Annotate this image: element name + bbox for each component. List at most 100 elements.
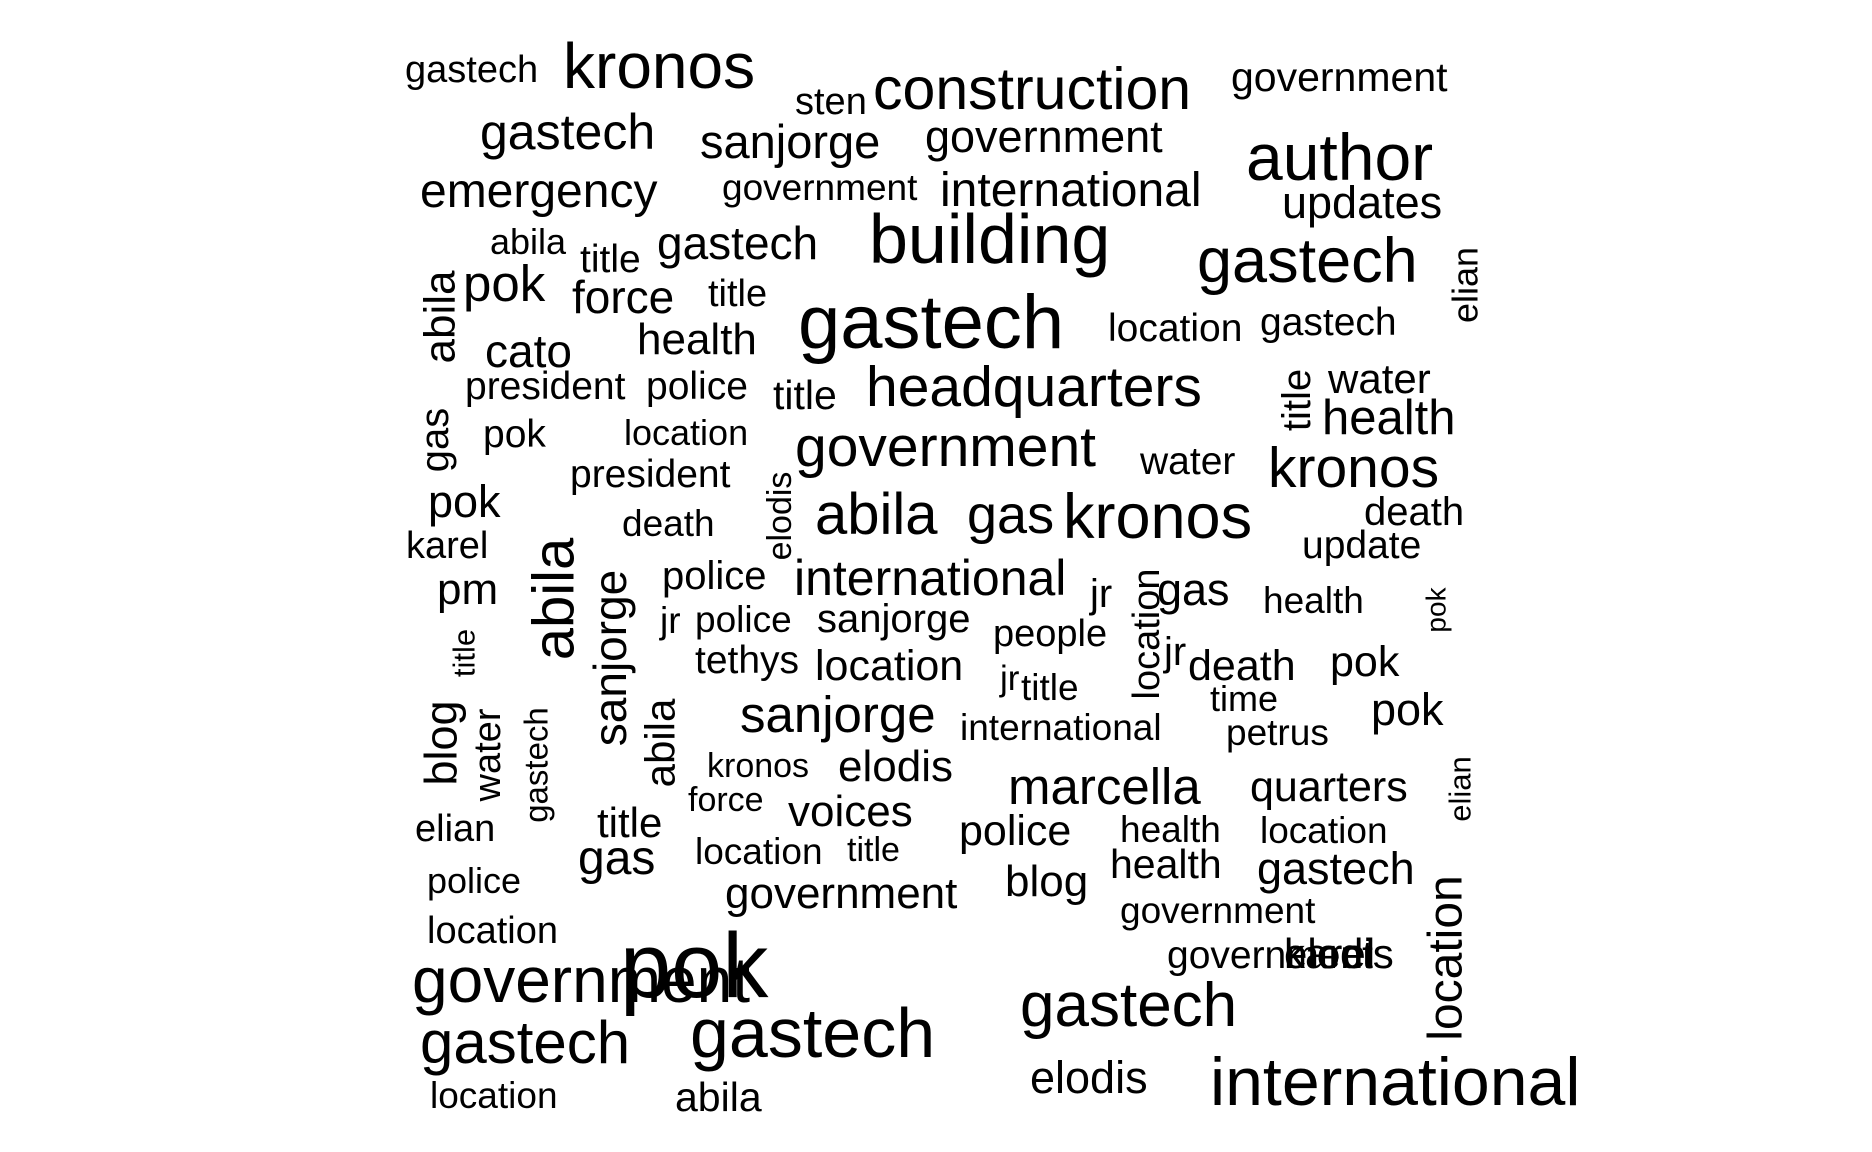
word-elian-93: elian [415,808,495,850]
word-gastech-111: gastech [420,1009,630,1076]
word-marcella-85: marcella [1008,758,1201,815]
word-elian-18: elian [1445,247,1486,323]
word-updates-12: updates [1282,177,1442,228]
word-sanjorge-58: sanjorge [584,570,636,746]
word-title-30: title [773,372,837,418]
word-pok-43: pok [428,476,501,527]
word-gastech-78: gastech [518,707,555,823]
word-health-91: health [1120,809,1221,850]
word-emergency-9: emergency [420,165,657,218]
word-people-62: people [993,613,1107,655]
word-update-51: update [1302,524,1421,567]
word-water-33: water [1327,355,1431,402]
word-water-77: water [467,708,509,802]
word-location-105: location [427,910,558,952]
word-tethys-66: tethys [695,639,799,682]
word-blog-97: blog [1005,857,1088,906]
word-government-107: government [1167,934,1373,977]
word-title-72: title [1021,667,1079,708]
word-headquarters-31: headquarters [866,355,1202,419]
word-location-94: location [695,831,823,872]
word-kronos-1: kronos [563,30,755,102]
word-health-98: health [1110,841,1222,887]
word-kronos-42: kronos [1268,436,1439,500]
word-gas-56: gas [1157,564,1230,615]
word-gastech-25: gastech [1260,301,1397,344]
word-death-70: death [1188,642,1296,690]
word-location-67: location [815,642,963,690]
word-abila-19: abila [416,270,465,363]
word-police-60: police [695,599,792,640]
word-sten-2: sten [795,81,867,123]
word-gastech-15: gastech [657,217,818,269]
word-police-100: police [427,860,521,901]
word-gastech-110: gastech [1020,971,1237,1040]
word-gastech-0: gastech [405,49,538,91]
word-elodis-108: elodis [1284,930,1394,977]
word-gas-34: gas [413,408,457,473]
word-gastech-17: gastech [1197,226,1418,296]
word-sanjorge-6: sanjorge [700,115,880,168]
word-government-39: government [795,415,1096,479]
word-health-27: health [637,315,757,364]
word-time-74: time [1210,678,1278,719]
word-president-41: president [570,453,731,496]
word-government-10: government [722,167,918,208]
word-jr-59: jr [659,600,681,641]
word-international-53: international [794,550,1066,606]
word-jr-69: jr [1163,630,1186,674]
word-pok-106: pok [620,915,769,1017]
word-title-65: title [447,629,482,677]
word-sanjorge-61: sanjorge [817,597,970,641]
word-kronos-82: kronos [707,747,809,785]
word-health-57: health [1263,580,1364,621]
word-jr-68: jr [999,659,1020,698]
word-building-16: building [869,200,1110,278]
word-government-4: government [1231,54,1448,100]
word-title-32: title [1275,369,1319,431]
word-title-22: title [708,273,767,315]
word-government-101: government [725,869,957,918]
word-gastech-99: gastech [1257,843,1415,894]
word-force-21: force [572,271,674,323]
word-location-104: location [1420,875,1473,1040]
word-abila-116: abila [675,1074,762,1120]
word-abila-44: abila [815,482,938,547]
word-elodis-113: elodis [1030,1052,1148,1103]
word-location-36: location [624,412,748,453]
word-location-115: location [430,1075,558,1116]
word-gastech-5: gastech [480,104,655,160]
word-elian-87: elian [1443,756,1478,822]
word-abila-13: abila [490,221,567,262]
word-gastech-112: gastech [690,994,935,1072]
word-karel-103: karel [1284,930,1375,977]
word-location-92: location [1260,810,1388,851]
word-blog-73: blog [416,700,467,785]
word-health-37: health [1322,391,1456,445]
word-pok-64: pok [1421,586,1452,632]
word-cato-26: cato [485,325,572,377]
word-force-84: force [688,781,764,819]
word-gas-45: gas [967,485,1054,545]
word-karel-49: karel [406,525,488,567]
word-pok-76: pok [1371,684,1444,735]
word-petrus-81: petrus [1226,712,1329,753]
word-police-90: police [959,807,1071,855]
word-government-7: government [925,111,1163,162]
word-elodis-38: elodis [761,472,799,561]
word-kronos-46: kronos [1063,482,1252,552]
word-president-28: president [465,365,626,408]
word-death-47: death [622,503,715,544]
word-pm-54: pm [437,565,498,614]
word-title-95: title [847,831,900,869]
word-author-8: author [1246,120,1433,194]
word-government-109: government [412,944,750,1016]
word-jr-55: jr [1089,572,1112,616]
word-quarters-86: quarters [1250,763,1408,811]
word-gas-96: gas [578,832,655,885]
word-title-89: title [597,799,662,846]
word-death-48: death [1364,490,1464,534]
word-construction-3: construction [873,56,1191,122]
word-abila-50: abila [522,537,587,660]
